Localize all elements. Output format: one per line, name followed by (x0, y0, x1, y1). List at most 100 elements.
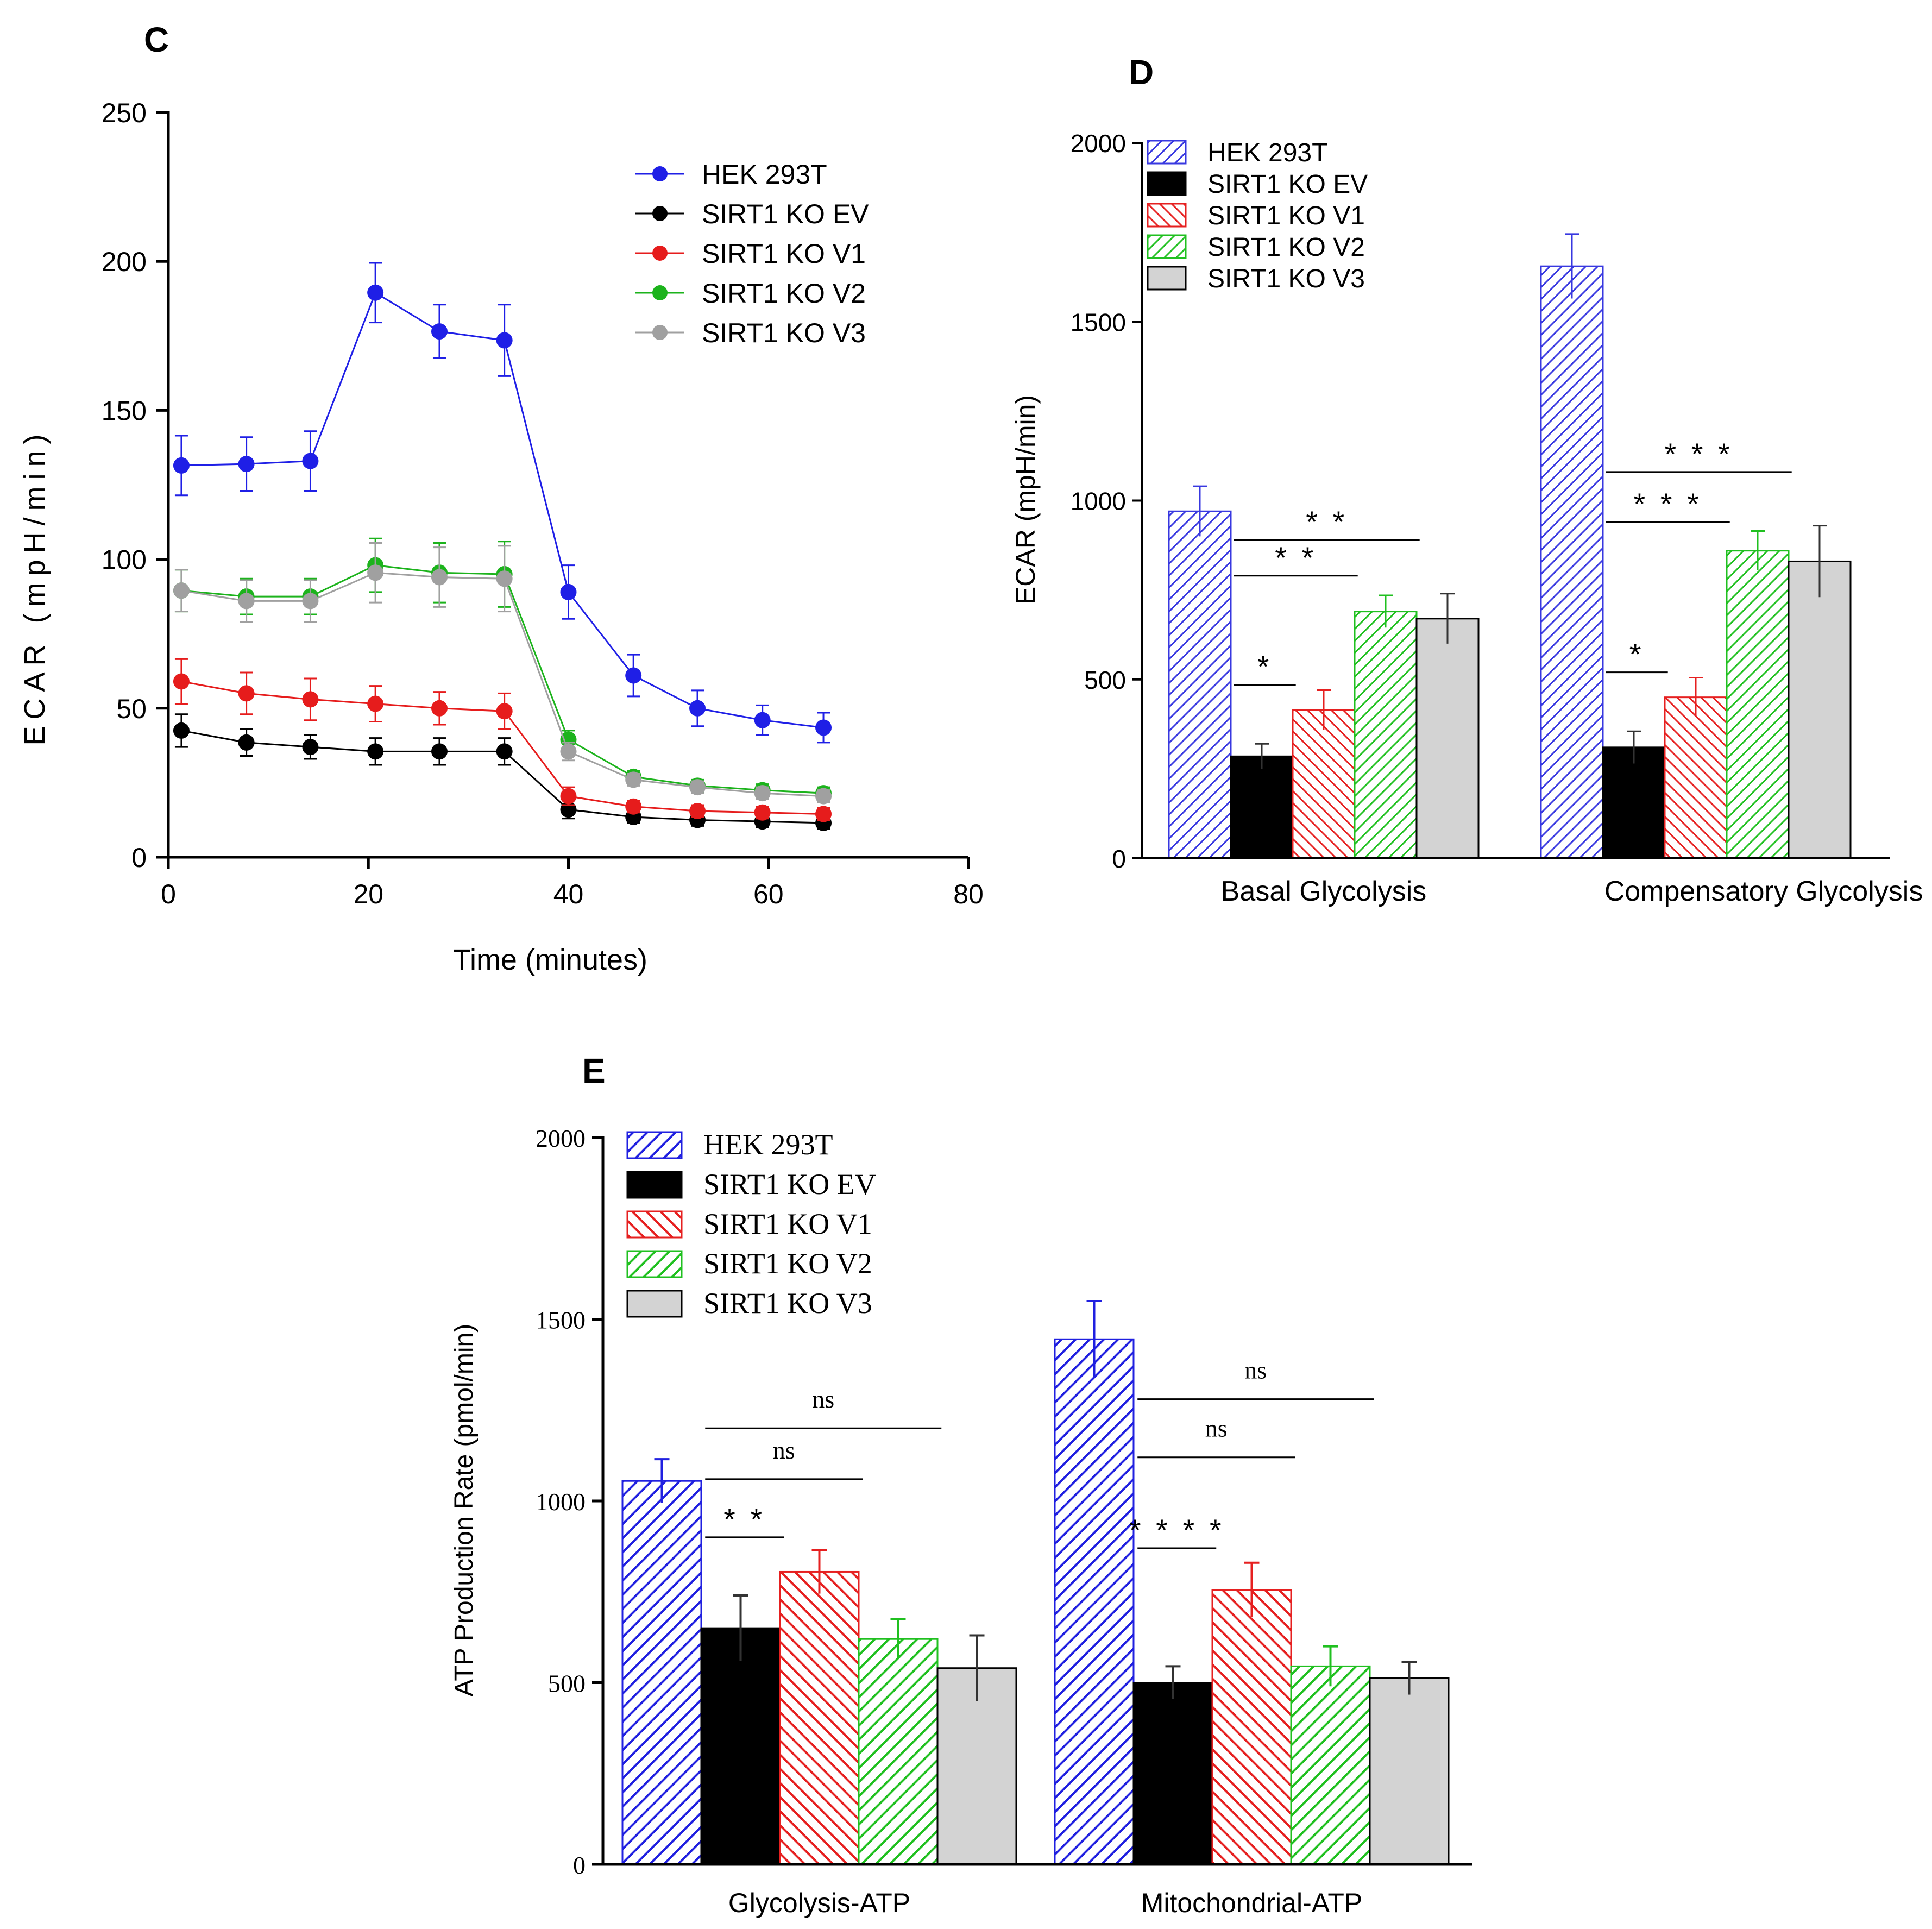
d-legend-swatch (1147, 171, 1187, 196)
d-legend-swatch (1147, 203, 1187, 228)
panel-c-series-1 (173, 713, 832, 831)
e-y-tick-label: 2000 (536, 1124, 586, 1152)
panel-d-legend: HEK 293T SIRT1 KO EV SIRT1 KO V1 SIRT1 KO V… (1147, 139, 1368, 293)
panel-c-data-point (367, 743, 384, 760)
panel-c-y-tick-label: 100 (102, 545, 147, 575)
panel-c-data-point (815, 719, 832, 736)
d-legend-label: SIRT1 KO V1 (1207, 202, 1365, 230)
panel-c-data-point (173, 457, 190, 474)
e-significance-label: * * * * (1129, 1513, 1225, 1547)
e-y-tick-label: 500 (548, 1670, 586, 1698)
d-y-tick-label: 500 (1084, 666, 1126, 694)
panel-c-data-point (625, 667, 642, 684)
d-legend-label: SIRT1 KO EV (1207, 170, 1368, 199)
panel-c-data-point (689, 700, 706, 717)
e-significance-label: ns (1205, 1415, 1228, 1442)
panel-c-data-point (431, 743, 448, 760)
panel-c-data-point (431, 569, 448, 586)
panel-c-data-point (367, 564, 384, 581)
panel-c-y-tick-label: 50 (116, 694, 147, 724)
panel-c-data-point (754, 712, 771, 728)
d-bar (1788, 560, 1852, 859)
e-legend-label: SIRT1 KO EV (703, 1168, 876, 1201)
panel-c-data-point (238, 456, 255, 473)
panel-c-data-point (302, 739, 319, 756)
panel-c-data-point (560, 731, 577, 748)
e-legend-swatch (626, 1210, 683, 1239)
panel-c-legend: HEK 293T SIRT1 KO EV SIRT1 KO V1 SIRT1 KO V… (635, 159, 869, 348)
e-bar (700, 1627, 781, 1865)
panel-c-y-tick-label: 150 (102, 395, 147, 426)
panel-c-data-point (625, 798, 642, 815)
panel-c-legend-label: HEK 293T (702, 159, 827, 190)
d-legend-swatch (1147, 140, 1187, 165)
d-legend-swatch (1147, 266, 1187, 291)
e-legend-swatch (626, 1171, 683, 1199)
e-legend-label: HEK 293T (703, 1128, 833, 1161)
panel-c-data-point (431, 700, 448, 717)
e-category-label: Mitochondrial-ATP (1141, 1888, 1363, 1918)
d-bar (1664, 696, 1728, 859)
panel-c-data-point (238, 685, 255, 702)
d-bar (1230, 755, 1294, 859)
e-bar (1054, 1338, 1135, 1865)
e-y-tick-label: 1500 (536, 1306, 586, 1334)
e-significance-label: ns (773, 1436, 795, 1464)
panel-c-x-tick-label: 80 (953, 879, 984, 909)
d-category-label: Basal Glycolysis (1221, 876, 1427, 907)
panel-c-x-tick-label: 0 (161, 879, 176, 909)
e-category-label: Glycolysis-ATP (728, 1888, 910, 1918)
panel-c-data-point (302, 593, 319, 610)
panel-e-y-axis-label: ATP Production Rate (pmol/min) (450, 1324, 479, 1696)
panel-c-data-point (496, 570, 513, 587)
e-bar (1132, 1682, 1213, 1865)
panel-c-y-tick-label: 200 (102, 247, 147, 277)
panel-e-bar-chart: Glycolysis-ATP Mitochondrial-ATP 0 500 1000 1… (450, 1124, 1472, 1918)
panel-c-data-point (560, 743, 577, 760)
panel-c-data-point (367, 695, 384, 712)
panel-c-legend-marker (652, 206, 668, 221)
d-category-label: Compensatory Glycolysis (1604, 876, 1923, 907)
panel-c-data-point (560, 583, 577, 600)
d-significance-label: * * (1306, 505, 1348, 539)
panel-c-data-point (496, 332, 513, 349)
panel-c-x-tick-label: 60 (753, 879, 784, 909)
panel-c-data-point (431, 323, 448, 340)
e-y-tick-label: 0 (573, 1851, 586, 1879)
panel-c-legend-label: SIRT1 KO V3 (702, 318, 866, 348)
panel-c-data-point (173, 582, 190, 599)
panel-c-legend-label: SIRT1 KO EV (702, 199, 869, 229)
e-bar (779, 1570, 860, 1865)
e-bar (1369, 1677, 1450, 1865)
panel-d-bar-chart: Basal Glycolysis Compensatory Glycolysis 0… (1010, 129, 1923, 907)
panel-c-data-point (689, 779, 706, 796)
panel-c-legend-label: SIRT1 KO V2 (702, 278, 866, 309)
panel-d-y-axis-label: ECAR (mpH/min) (1010, 395, 1041, 605)
panel-c-legend-label: SIRT1 KO V1 (702, 238, 866, 269)
d-y-tick-label: 2000 (1071, 129, 1126, 158)
d-bar (1726, 550, 1790, 859)
e-bar (1290, 1665, 1371, 1865)
d-bar (1292, 709, 1356, 859)
panel-c-data-point (238, 593, 255, 610)
d-legend-label: SIRT1 KO V3 (1207, 265, 1365, 293)
d-significance-label: * * * (1633, 487, 1702, 521)
panel-c-series-0 (173, 262, 832, 744)
panel-c-y-tick-label: 250 (102, 98, 147, 128)
panel-c-data-point (689, 802, 706, 819)
e-legend-swatch (626, 1250, 683, 1278)
panel-c-data-point (496, 703, 513, 720)
d-significance-label: * (1257, 650, 1273, 684)
e-legend-label: SIRT1 KO V2 (703, 1247, 872, 1280)
e-legend-label: SIRT1 KO V1 (703, 1208, 872, 1240)
d-bar (1354, 611, 1418, 859)
d-y-tick-label: 1000 (1071, 487, 1126, 516)
d-significance-label: * * * (1664, 437, 1733, 471)
panel-c-series-line (181, 291, 824, 728)
panel-c-series-2 (173, 658, 832, 822)
e-bar (858, 1638, 939, 1865)
panel-c-legend-marker (652, 246, 668, 261)
panel-c-data-point (496, 743, 513, 760)
